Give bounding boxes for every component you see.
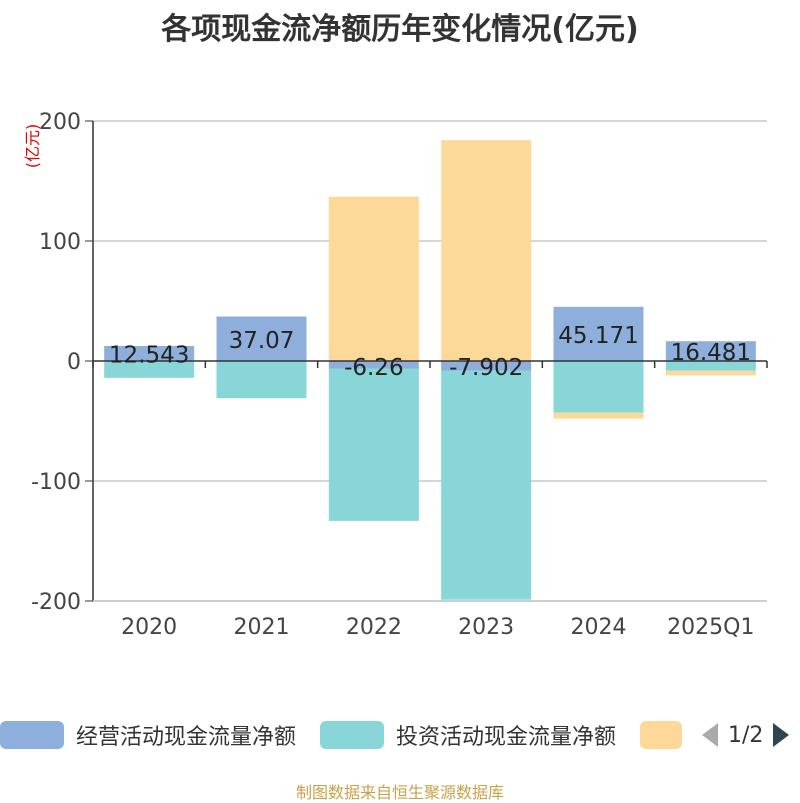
y-tick-label: 0 xyxy=(67,350,81,375)
y-tick-label: -200 xyxy=(31,590,81,615)
legend-item-financing[interactable] xyxy=(640,718,682,752)
x-tick-label: 2020 xyxy=(121,615,177,640)
bar-series1-2022 xyxy=(328,368,419,521)
bar-series0-2025Q1 xyxy=(665,341,756,361)
next-page-icon[interactable] xyxy=(771,721,791,749)
bar-series0-2021 xyxy=(216,316,307,361)
legend-swatch-financing xyxy=(640,721,682,749)
data-label: 16.481 xyxy=(671,340,751,366)
bar-series2-2022 xyxy=(328,196,419,361)
bar-chart: 200 100 0 -100 -200 (亿元) 12.543 37.07 -6.26 -7.90… xyxy=(23,110,768,640)
legend-swatch-investing xyxy=(320,721,384,749)
y-tick-label: 100 xyxy=(39,230,81,255)
bar-series2-2023 xyxy=(441,140,532,361)
bar-series1-2020 xyxy=(104,361,195,378)
x-tick-label: 2021 xyxy=(234,615,290,640)
data-label: 37.07 xyxy=(229,328,295,354)
bar-series1-2021 xyxy=(216,361,307,399)
bar-series0-2024 xyxy=(553,306,644,361)
x-tick-label: 2025Q1 xyxy=(667,615,754,640)
legend-label-investing: 投资活动现金流量净额 xyxy=(396,725,617,750)
bar-series0-2022 xyxy=(328,361,419,369)
data-label: -6.26 xyxy=(344,355,404,381)
y-axis-label: (亿元) xyxy=(23,124,42,169)
legend-item-investing[interactable]: 投资活动现金流量净额 xyxy=(320,718,616,752)
y-tick-label: 200 xyxy=(39,110,81,135)
legend-label-operating: 经营活动现金流量净额 xyxy=(76,725,297,750)
legend-item-operating[interactable]: 经营活动现金流量净额 xyxy=(0,718,296,752)
data-label: -7.902 xyxy=(449,355,523,381)
bar-series2-2024 xyxy=(553,412,644,419)
data-label: 45.171 xyxy=(558,323,638,349)
prev-page-icon[interactable] xyxy=(700,721,720,749)
data-source-note: 制图数据来自恒生聚源数据库 xyxy=(295,783,504,802)
bar-series0-2023 xyxy=(441,361,532,371)
x-tick-label: 2024 xyxy=(571,615,627,640)
legend-page-indicator: 1/2 xyxy=(728,722,764,748)
x-tick-label: 2023 xyxy=(458,615,514,640)
bar-series1-2023 xyxy=(441,370,532,600)
y-tick-label: -100 xyxy=(31,470,81,495)
bar-series0-2020 xyxy=(104,345,195,361)
data-label: 12.543 xyxy=(109,342,189,368)
bar-series1-2025Q1 xyxy=(665,361,756,371)
legend-swatch-operating xyxy=(0,721,64,749)
bar-series1-2024 xyxy=(553,361,644,413)
bar-series2-2025Q1 xyxy=(665,370,756,376)
x-tick-label: 2022 xyxy=(346,615,402,640)
legend-pager: 1/2 xyxy=(700,718,791,752)
legend: 经营活动现金流量净额 投资活动现金流量净额 xyxy=(0,718,800,752)
chart-title: 各项现金流净额历年变化情况(亿元) xyxy=(161,12,639,47)
